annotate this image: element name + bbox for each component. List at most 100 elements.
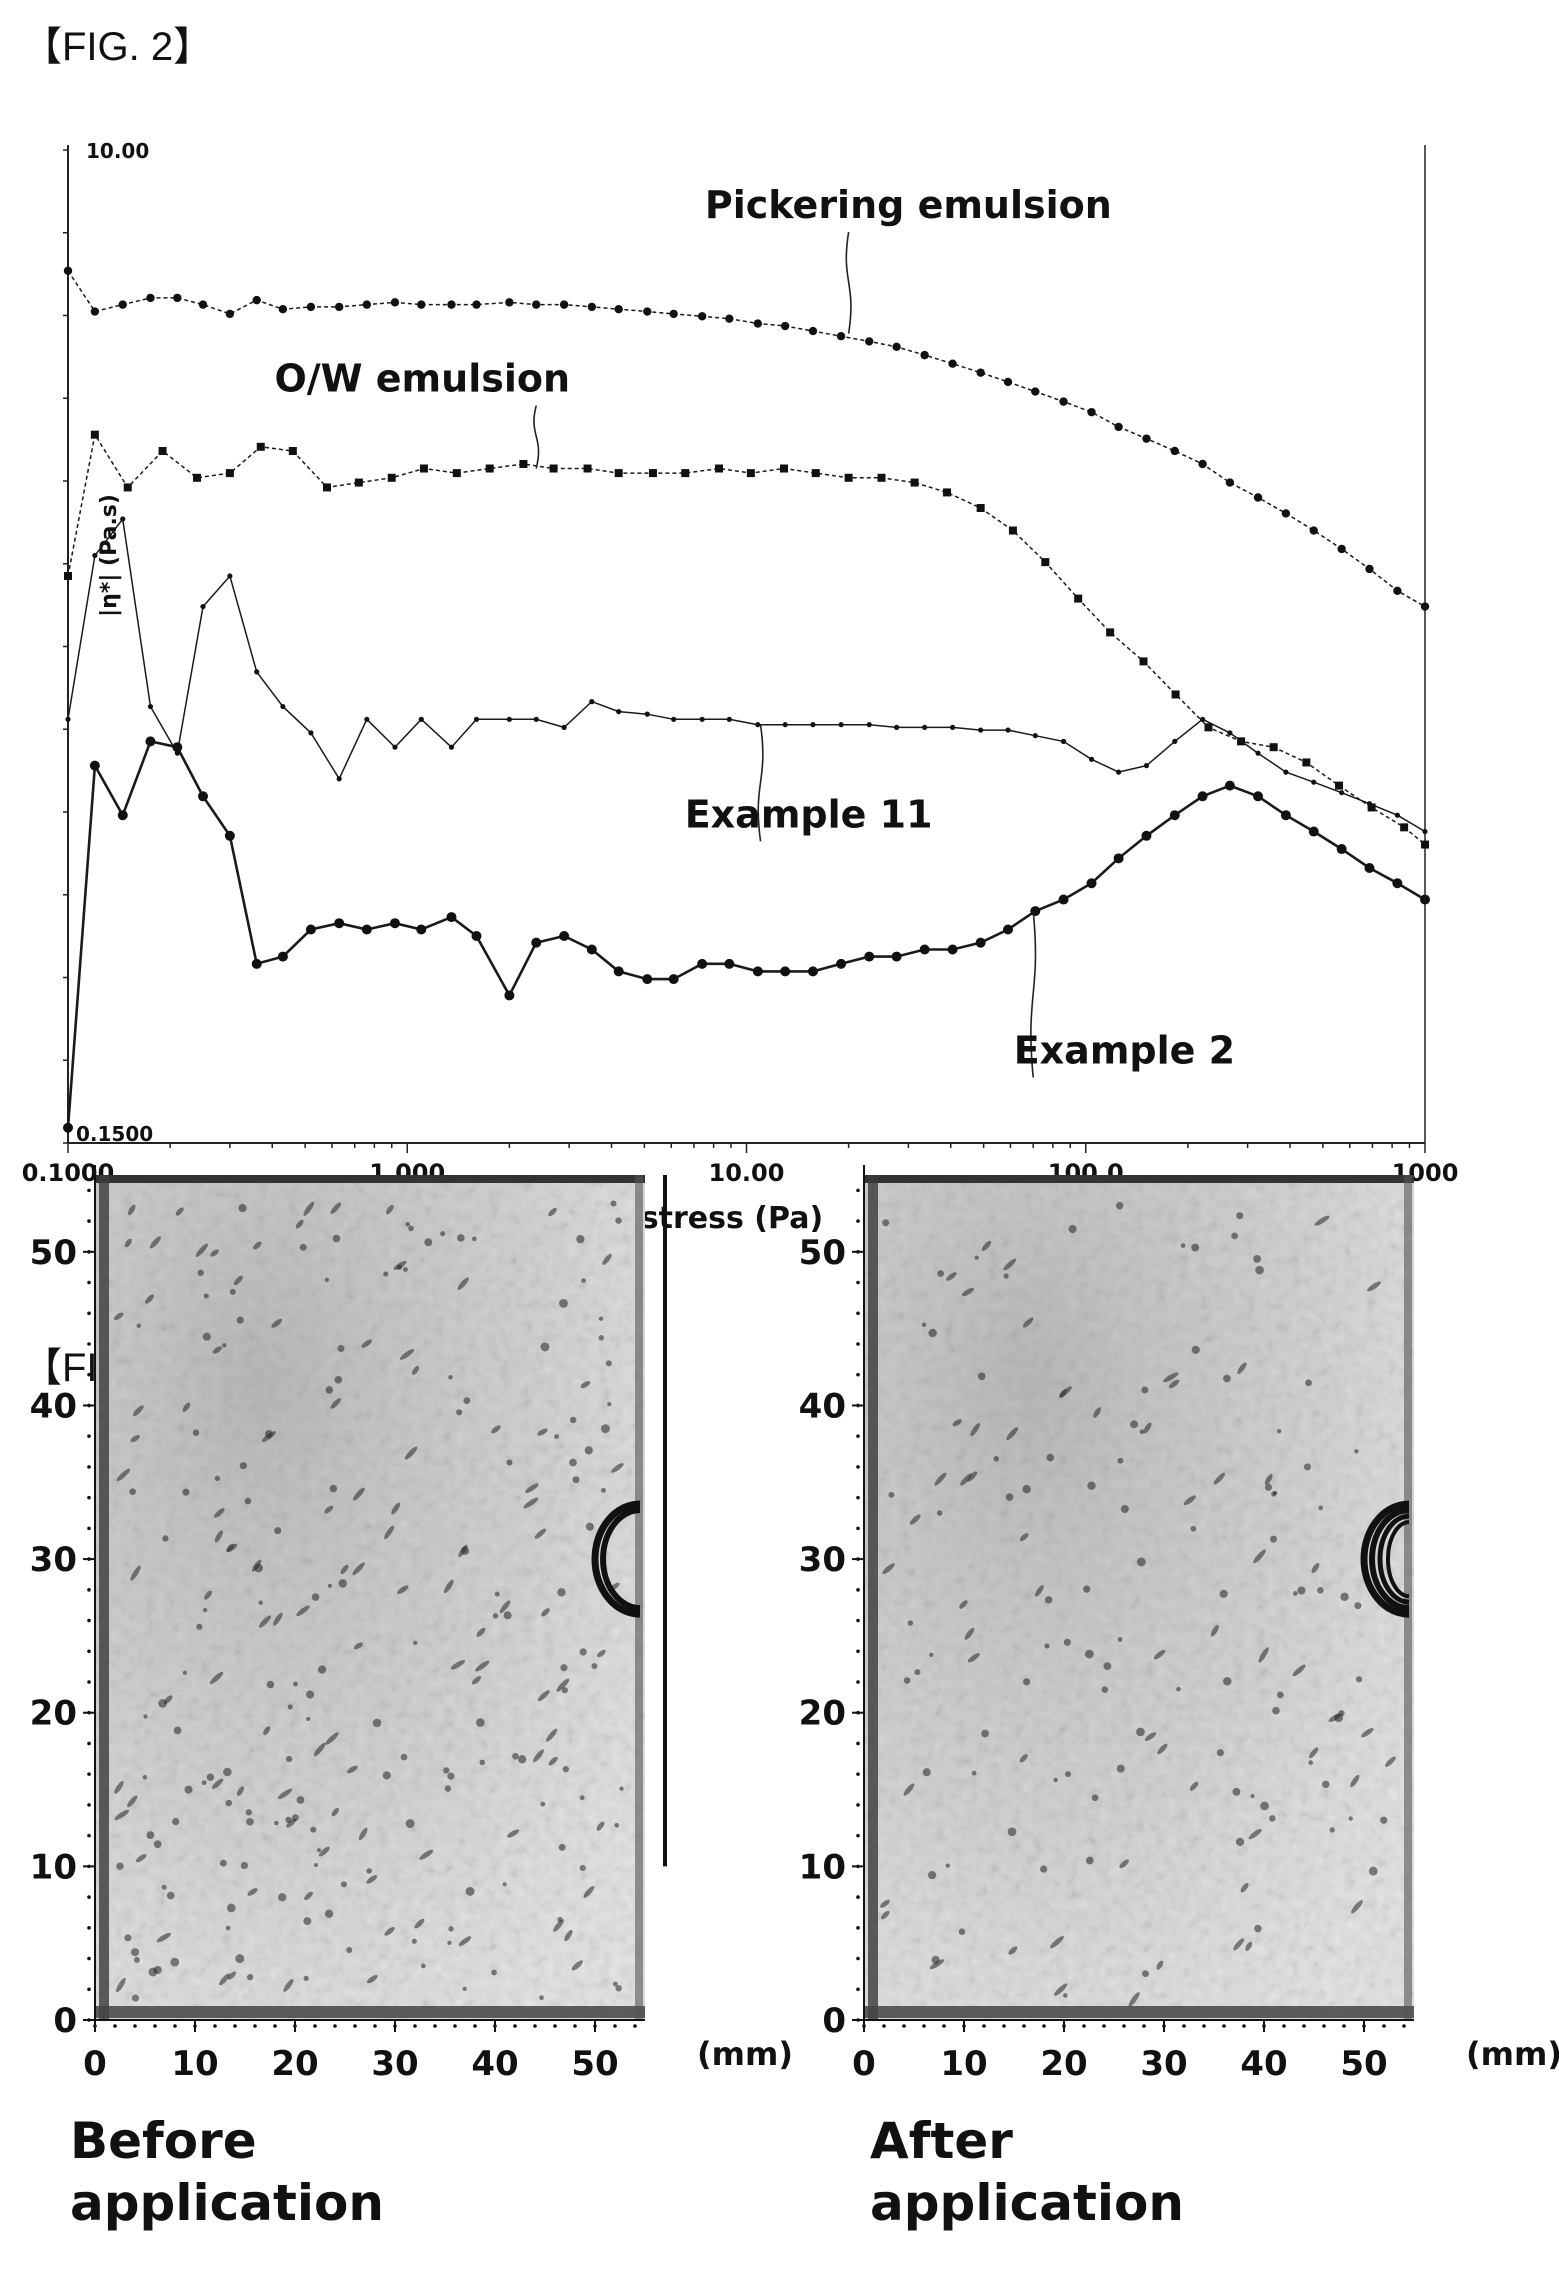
data-point: [306, 302, 316, 312]
speckle-dot: [1318, 1505, 1324, 1511]
data-point: [1367, 803, 1376, 812]
data-point: [447, 300, 456, 309]
speckle-dash: [353, 1642, 363, 1650]
speckle-dot: [1190, 1525, 1197, 1532]
speckle-dot: [182, 1488, 190, 1496]
speckle-dot: [907, 1620, 914, 1626]
speckle-dot: [612, 1981, 618, 1987]
data-point: [145, 736, 156, 747]
x-minor-tick: [1282, 2024, 1286, 2028]
speckle-dash: [882, 1563, 895, 1575]
speckle-dash: [609, 1582, 620, 1592]
speckle-dot: [334, 1376, 343, 1384]
speckle-dot: [936, 1510, 943, 1516]
x-tick-label: 0: [83, 2044, 107, 2084]
y-minor-tick: [87, 1311, 91, 1316]
speckle-dash: [1292, 1664, 1306, 1677]
data-point: [519, 460, 528, 469]
speckle-dot: [572, 1476, 580, 1484]
data-point: [280, 703, 286, 710]
speckle-dot: [293, 1681, 298, 1687]
x-tick-label: 20: [1040, 2044, 1087, 2084]
speckle-dash: [475, 1660, 490, 1672]
data-point: [256, 442, 265, 451]
speckle-dot: [1120, 1504, 1129, 1514]
x-minor-tick: [93, 2024, 97, 2028]
data-point: [1106, 628, 1115, 637]
x-minor-tick: [473, 2024, 477, 2028]
x-tick-label: 30: [371, 2044, 418, 2084]
data-point: [198, 300, 208, 309]
speckle-dash: [523, 1497, 539, 1509]
speckle-dot: [129, 1488, 136, 1496]
speckle-dash: [458, 1544, 468, 1558]
speckle-dash: [113, 1312, 124, 1321]
y-tick-label: 20: [799, 1694, 846, 1734]
speckle-dash: [361, 1339, 373, 1348]
arc-feature: [1377, 1513, 1410, 1605]
speckle-dot: [310, 1826, 317, 1833]
x-minor-tick: [1082, 2024, 1086, 2028]
speckle-dot: [133, 1956, 140, 1963]
speckle-dot: [1136, 1557, 1146, 1567]
speckle-dot: [584, 1446, 593, 1455]
speckle-dash: [596, 1821, 605, 1831]
caption-before-line1: Before: [70, 2112, 257, 2170]
x-minor-tick: [1202, 2024, 1206, 2028]
speckle-dot: [1260, 1801, 1269, 1811]
data-point: [1365, 564, 1374, 574]
speckle-dot: [161, 1884, 167, 1890]
speckle-dot: [1101, 1686, 1109, 1693]
y-tick-label: 0: [53, 2001, 77, 2041]
data-point: [90, 430, 99, 439]
data-point: [227, 573, 233, 579]
speckle-dot: [1022, 1485, 1031, 1494]
data-point: [1337, 544, 1346, 554]
y-minor-tick: [856, 1342, 860, 1346]
data-point: [753, 319, 763, 328]
data-point: [1253, 791, 1264, 802]
data-point: [1005, 727, 1011, 733]
speckle-dot: [382, 1771, 391, 1780]
speckle-dash: [1022, 1317, 1034, 1328]
speckle-dash: [419, 1849, 434, 1860]
data-point: [894, 724, 900, 730]
speckle-dot: [1085, 1856, 1094, 1865]
data-point: [173, 293, 182, 303]
speckle-dot: [1053, 1777, 1058, 1783]
annotation-leader: [845, 231, 852, 334]
arc-feature: [591, 1500, 641, 1618]
y-minor-tick: [87, 1926, 91, 1930]
y-minor-tick: [856, 1680, 860, 1684]
x-minor-tick: [153, 2024, 157, 2028]
speckle-dot: [1322, 1780, 1330, 1789]
y-minor-tick: [856, 1588, 860, 1592]
data-point: [1420, 894, 1430, 905]
data-point: [485, 464, 494, 473]
speckle-dot: [981, 1729, 989, 1738]
speckle-dash: [214, 1530, 223, 1543]
x-minor-tick: [613, 2024, 617, 2028]
speckle-dash: [384, 1525, 395, 1540]
figure-2-label: 【FIG. 2】: [22, 25, 214, 69]
speckle-dot: [476, 1718, 485, 1727]
speckle-dash: [304, 1891, 313, 1901]
speckle-dot: [494, 1591, 500, 1597]
data-point: [192, 473, 201, 482]
y-minor-tick: [856, 1895, 860, 1899]
data-point: [724, 958, 735, 969]
speckle-dot: [1130, 1420, 1139, 1429]
speckle-dot: [557, 1588, 566, 1597]
speckle-dot: [420, 1963, 426, 1969]
x-minor-tick: [313, 2024, 317, 2028]
data-point: [322, 483, 331, 492]
data-point: [1336, 844, 1347, 855]
data-point: [224, 830, 235, 841]
x-minor-tick: [373, 2024, 377, 2028]
x-minor-tick: [1062, 2024, 1066, 2028]
data-point: [807, 966, 818, 977]
speckle-dash: [1119, 1859, 1129, 1869]
speckle-dot: [400, 1753, 408, 1761]
data-point: [1059, 397, 1068, 406]
data-point: [65, 716, 71, 722]
